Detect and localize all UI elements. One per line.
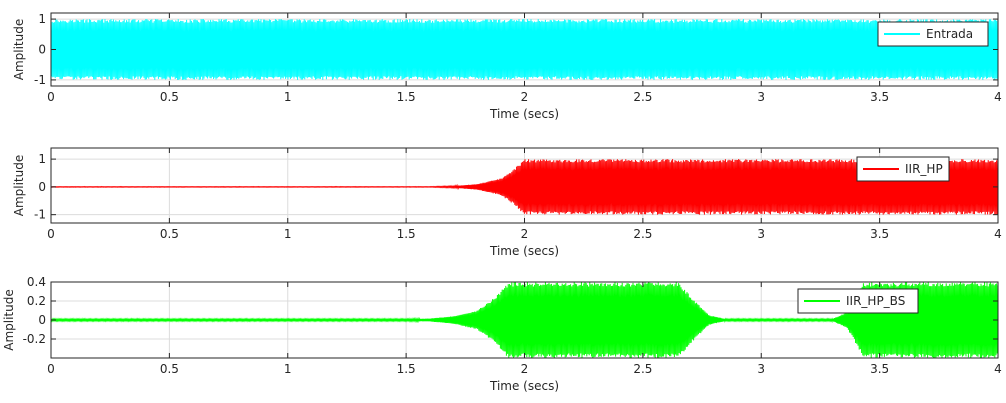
y-tick-label: 0 [38,313,46,327]
x-tick-label: 0 [47,227,55,241]
y-tick-label: 0.4 [27,275,46,289]
legend-label: IIR_HP_BS [846,294,905,308]
legend-label: Entrada [926,27,973,41]
series-line-IIR_HP [51,159,998,215]
x-tick-label: 2.5 [633,227,652,241]
x-tick-label: 3.5 [870,90,889,104]
x-tick-label: 0.5 [160,227,179,241]
y-axis-label: Amplitude [2,289,16,351]
x-tick-label: 1 [284,362,292,376]
y-axis-label: Amplitude [12,155,26,217]
y-tick-label: 0.2 [27,294,46,308]
y-tick-label: -1 [34,73,46,87]
x-tick-label: 0.5 [160,362,179,376]
legend-label: IIR_HP [905,162,943,176]
series-line-Entrada [51,19,998,80]
x-tick-label: 1.5 [397,90,416,104]
x-axis-label: Time (secs) [489,379,559,393]
x-tick-label: 4 [994,90,1002,104]
y-tick-label: -1 [34,208,46,222]
x-tick-label: 4 [994,227,1002,241]
y-tick-label: 1 [38,12,46,26]
y-tick-label: 0 [38,43,46,57]
x-tick-label: 0 [47,90,55,104]
y-tick-label: 0 [38,180,46,194]
x-tick-label: 3.5 [870,227,889,241]
x-tick-label: 1 [284,90,292,104]
y-tick-label: -0.2 [23,332,46,346]
y-axis-label: Amplitude [12,19,26,81]
x-tick-label: 4 [994,362,1002,376]
x-tick-label: 2 [521,227,529,241]
x-tick-label: 3.5 [870,362,889,376]
x-tick-label: 2.5 [633,362,652,376]
x-tick-label: 1 [284,227,292,241]
x-tick-label: 0.5 [160,90,179,104]
legend: IIR_HP_BS [797,288,919,314]
x-tick-label: 3 [757,90,765,104]
legend: Entrada [877,21,989,47]
x-axis-label: Time (secs) [489,107,559,121]
legend: IIR_HP [856,156,950,182]
axes-3: 0 0.5 1 1.5 2 2.5 3 3.5 4 -0.2 0 0.2 0.4 Time (secs) A… [2,275,1002,393]
x-tick-label: 1.5 [397,227,416,241]
x-tick-label: 3 [757,362,765,376]
x-axis-label: Time (secs) [489,244,559,258]
x-tick-label: 3 [757,227,765,241]
y-tick-label: 1 [38,152,46,166]
x-tick-label: 2 [521,362,529,376]
x-tick-label: 1.5 [397,362,416,376]
x-tick-label: 2 [521,90,529,104]
x-tick-label: 2.5 [633,90,652,104]
x-tick-label: 0 [47,362,55,376]
